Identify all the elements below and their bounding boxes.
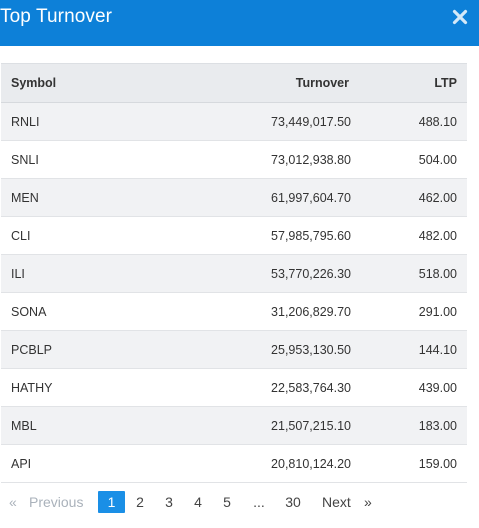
cell-symbol: CLI bbox=[11, 228, 31, 243]
table-row[interactable]: RNLI 73,449,017.50 488.10 bbox=[1, 102, 467, 141]
cell-ltp: 462.00 bbox=[418, 190, 457, 205]
page-button-3[interactable]: 3 bbox=[165, 494, 173, 510]
cell-ltp: 488.10 bbox=[418, 114, 457, 129]
cell-turnover: 57,985,795.60 bbox=[271, 228, 351, 243]
table-row[interactable]: MEN 61,997,604.70 462.00 bbox=[1, 178, 467, 217]
cell-ltp: 504.00 bbox=[418, 152, 457, 167]
cell-ltp: 439.00 bbox=[418, 380, 457, 395]
next-page-button[interactable]: Next bbox=[322, 494, 351, 510]
table-row[interactable]: CLI 57,985,795.60 482.00 bbox=[1, 216, 467, 255]
table-row[interactable]: SNLI 73,012,938.80 504.00 bbox=[1, 140, 467, 179]
modal-title: Top Turnover bbox=[0, 6, 113, 27]
column-header-ltp[interactable]: LTP bbox=[351, 63, 467, 103]
table-header-row: Symbol Turnover LTP bbox=[1, 63, 467, 103]
cell-ltp: 482.00 bbox=[418, 228, 457, 243]
cell-turnover: 31,206,829.70 bbox=[271, 304, 351, 319]
cell-symbol: ILI bbox=[11, 266, 25, 281]
cell-symbol: API bbox=[11, 456, 32, 471]
cell-turnover: 25,953,130.50 bbox=[271, 342, 351, 357]
page-button-30[interactable]: 30 bbox=[285, 494, 301, 510]
cell-ltp: 183.00 bbox=[418, 418, 457, 433]
cell-symbol: SONA bbox=[11, 304, 47, 319]
cell-turnover: 61,997,604.70 bbox=[271, 190, 351, 205]
cell-symbol: HATHY bbox=[11, 380, 53, 395]
page-button-2[interactable]: 2 bbox=[136, 494, 144, 510]
column-header-symbol[interactable]: Symbol bbox=[1, 63, 162, 103]
table-row[interactable]: HATHY 22,583,764.30 439.00 bbox=[1, 368, 467, 407]
previous-page-button[interactable]: Previous bbox=[29, 494, 84, 510]
turnover-table-container: Symbol Turnover LTP RNLI 73,449,017.50 488… bbox=[1, 63, 467, 483]
table-row[interactable]: SONA 31,206,829.70 291.00 bbox=[1, 292, 467, 331]
next-arrow-icon[interactable]: » bbox=[364, 494, 372, 510]
turnover-table: Symbol Turnover LTP RNLI 73,449,017.50 488… bbox=[1, 63, 467, 483]
cell-turnover: 22,583,764.30 bbox=[271, 380, 351, 395]
cell-symbol: PCBLP bbox=[11, 342, 52, 357]
previous-arrow-icon[interactable]: « bbox=[9, 494, 17, 510]
cell-turnover: 73,449,017.50 bbox=[271, 114, 351, 129]
modal-header: Top Turnover bbox=[0, 0, 479, 46]
table-row[interactable]: API 20,810,124.20 159.00 bbox=[1, 444, 467, 483]
page-button-4[interactable]: 4 bbox=[194, 494, 202, 510]
cell-turnover: 73,012,938.80 bbox=[271, 152, 351, 167]
cell-turnover: 53,770,226.30 bbox=[271, 266, 351, 281]
cell-symbol: MBL bbox=[11, 418, 37, 433]
cell-ltp: 518.00 bbox=[418, 266, 457, 281]
cell-symbol: SNLI bbox=[11, 152, 39, 167]
cell-ltp: 144.10 bbox=[418, 342, 457, 357]
cell-symbol: MEN bbox=[11, 190, 39, 205]
cell-turnover: 20,810,124.20 bbox=[271, 456, 351, 471]
page-button-5[interactable]: 5 bbox=[223, 494, 231, 510]
close-icon[interactable] bbox=[452, 9, 468, 25]
cell-turnover: 21,507,215.10 bbox=[271, 418, 351, 433]
page-button-1[interactable]: 1 bbox=[98, 491, 125, 513]
table-row[interactable]: PCBLP 25,953,130.50 144.10 bbox=[1, 330, 467, 369]
cell-ltp: 159.00 bbox=[418, 456, 457, 471]
cell-ltp: 291.00 bbox=[418, 304, 457, 319]
pagination: « Previous 1 2 3 4 5 ... 30 Next » bbox=[0, 491, 479, 513]
table-row[interactable]: ILI 53,770,226.30 518.00 bbox=[1, 254, 467, 293]
column-header-turnover[interactable]: Turnover bbox=[162, 63, 351, 103]
pagination-ellipsis: ... bbox=[253, 494, 265, 510]
cell-symbol: RNLI bbox=[11, 114, 40, 129]
table-row[interactable]: MBL 21,507,215.10 183.00 bbox=[1, 406, 467, 445]
